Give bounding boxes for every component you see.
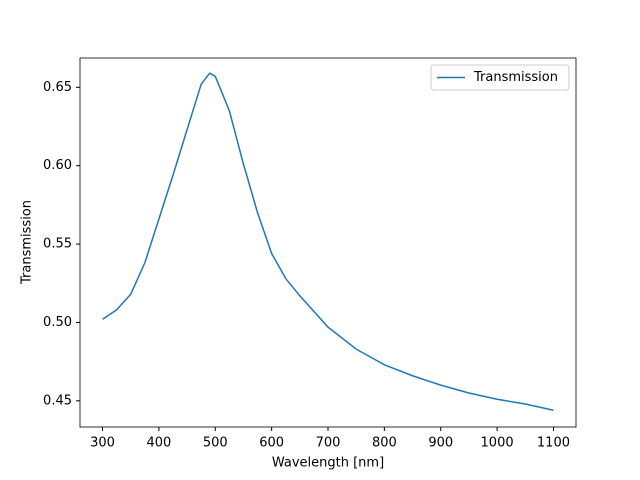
legend-label: Transmission — [473, 70, 558, 85]
x-tick-label: 800 — [372, 436, 397, 451]
line-series — [102, 72, 554, 411]
y-tick-label: 0.45 — [43, 393, 72, 408]
x-tick-label: 400 — [146, 436, 171, 451]
y-axis-label: Transmission — [20, 200, 35, 285]
x-tick-label: 900 — [428, 436, 453, 451]
y-tick-label: 0.55 — [43, 237, 72, 252]
x-tick-label: 300 — [90, 436, 115, 451]
x-tick-label: 1100 — [537, 436, 570, 451]
x-axis-label: Wavelength [nm] — [272, 456, 384, 471]
y-tick-label: 0.60 — [43, 158, 72, 173]
legend-box — [430, 64, 570, 91]
y-tick-label: 0.65 — [43, 80, 72, 95]
plot-frame — [79, 57, 577, 428]
x-tick-label: 1000 — [481, 436, 514, 451]
y-tick-label: 0.50 — [43, 315, 72, 330]
x-tick-label: 700 — [316, 436, 341, 451]
x-tick-label: 600 — [259, 436, 284, 451]
x-tick-label: 500 — [203, 436, 228, 451]
